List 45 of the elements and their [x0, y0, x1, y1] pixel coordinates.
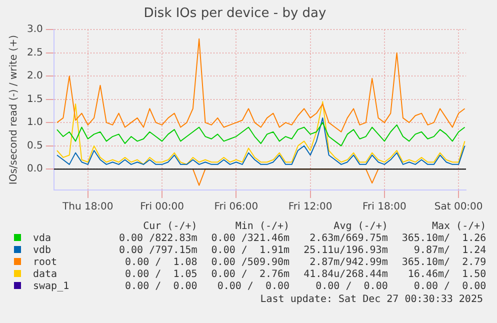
text: 0.00 / 2.76m	[210, 269, 290, 281]
text: 0.00 / 1.08	[124, 257, 198, 269]
text: Max (-/+)	[430, 221, 486, 233]
text: 0.00 / 1.05	[124, 269, 198, 281]
text: 0.00 /321.46m	[210, 233, 290, 245]
text: Avg (-/+)	[332, 221, 388, 233]
text: 0.00 /797.15m	[118, 245, 198, 257]
y-tick-label: 1.5	[26, 94, 43, 105]
text: 0.00 / 0.00	[314, 281, 388, 293]
text: 16.46m/ 1.50	[406, 269, 486, 281]
x-tick-label: Sat 00:00	[434, 202, 483, 213]
x-tick-label: Fri 00:00	[140, 202, 184, 213]
y-tick-label: 1.0	[26, 117, 43, 128]
text: 0.00 / 0.00	[124, 281, 198, 293]
text: 0.00 / 1.91m	[210, 245, 290, 257]
text: Last update: Sat Dec 27 00:30:33 2025	[260, 294, 483, 305]
legend-label: vdb	[32, 245, 52, 257]
text: Min (-/+)	[234, 221, 290, 233]
text: 365.10m/ 2.79	[400, 257, 486, 269]
legend-label: data	[32, 269, 58, 281]
text: 0.00 / 0.00	[216, 281, 290, 293]
x-tick-label: Fri 18:00	[362, 202, 406, 213]
x-tick-label: Fri 06:00	[214, 202, 258, 213]
text: 0.00 /509.90m	[210, 257, 290, 269]
x-tick-label: Thu 18:00	[61, 202, 114, 213]
text: 25.11u/196.93m	[302, 245, 388, 257]
text: 2.63m/669.75m	[308, 233, 388, 245]
legend-label: vda	[32, 233, 52, 245]
y-axis-title: IOs/second read (-) / write (+)	[8, 34, 20, 185]
y-tick-label: 3.0	[26, 24, 43, 36]
x-tick-label: Fri 12:00	[288, 202, 332, 213]
text: 365.10m/ 1.26	[400, 233, 486, 245]
chart-title: Disk IOs per device - by day	[144, 6, 327, 22]
y-tick-label: 0.5	[26, 140, 43, 152]
text: 0.00 /822.83m	[118, 233, 198, 245]
text: 0.00 / 0.00	[412, 281, 486, 293]
y-tick-label: 0.0	[26, 164, 43, 175]
y-tick-label: 2.5	[26, 47, 43, 58]
y-tick-label: 2.0	[26, 70, 43, 82]
text: 9.87m/ 1.24	[412, 245, 486, 257]
text: 41.84u/268.44m	[302, 269, 388, 281]
legend-label: root	[32, 257, 58, 269]
legend-label: swap_1	[32, 281, 70, 293]
text: Cur (-/+)	[142, 221, 198, 233]
text: 2.87m/942.99m	[308, 257, 388, 269]
